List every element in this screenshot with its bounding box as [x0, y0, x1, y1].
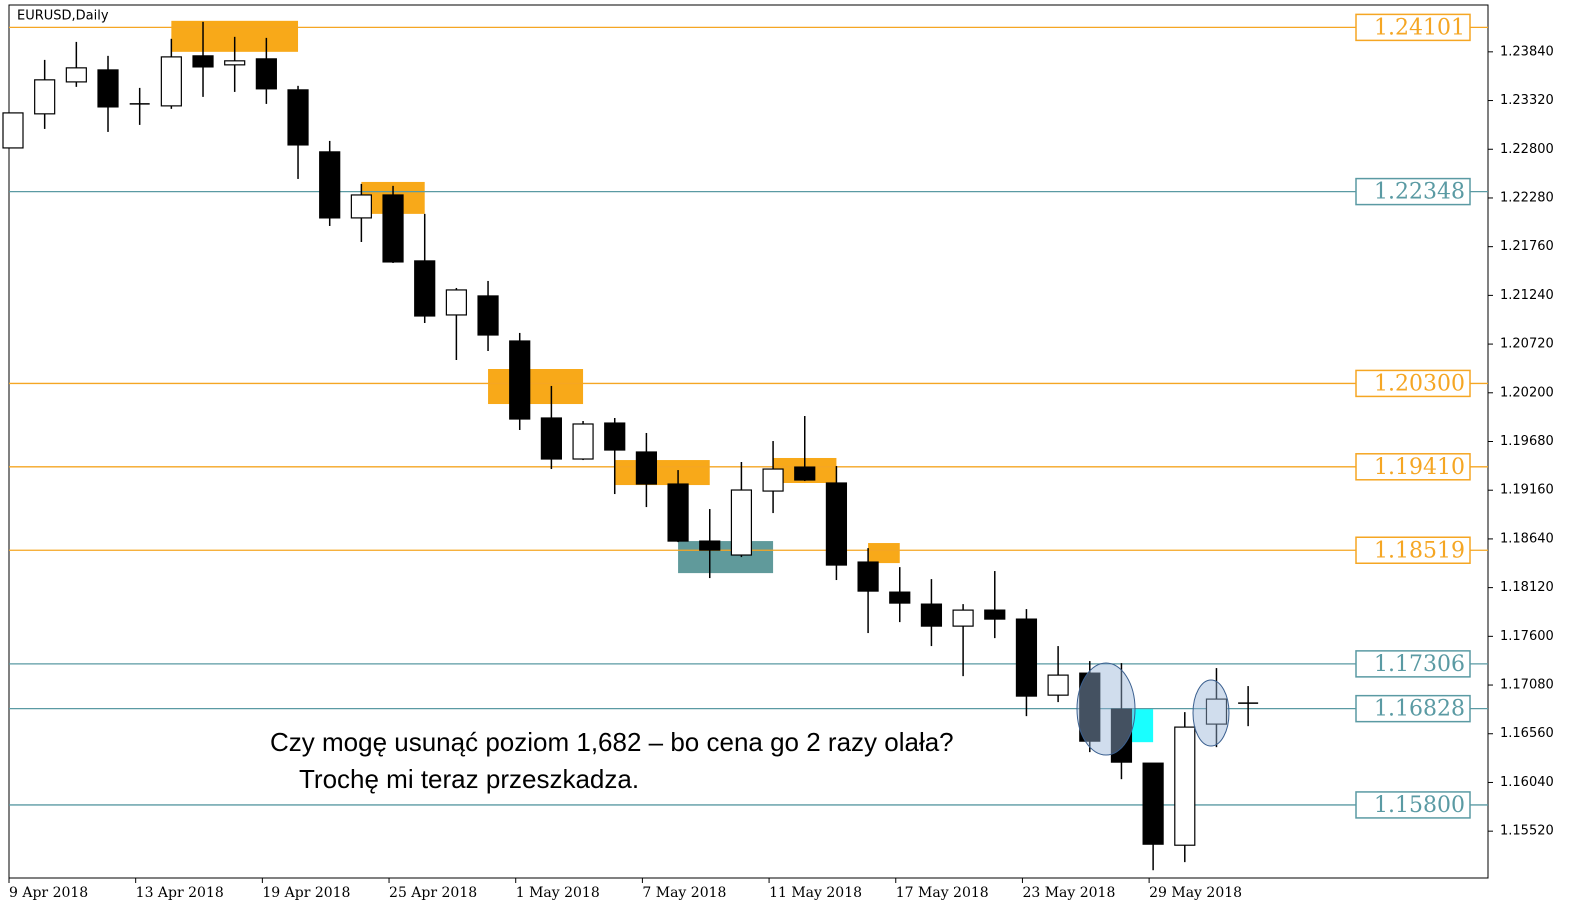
candle-body — [34, 79, 56, 115]
candle-body — [952, 609, 974, 627]
level-label-box — [1355, 453, 1471, 481]
candle-body — [920, 603, 943, 627]
x-tick-label: 19 Apr 2018 — [262, 885, 350, 901]
price-zone — [614, 460, 710, 486]
candle-body — [414, 260, 436, 317]
candle-body — [1142, 762, 1164, 845]
y-tick-label: 1.20720 — [1500, 337, 1554, 352]
y-tick-label: 1.19160 — [1500, 483, 1554, 498]
price-zone — [678, 541, 774, 574]
level-label-box — [1355, 177, 1471, 206]
candle-body — [477, 295, 499, 336]
level-label-box — [1355, 791, 1471, 819]
candle-body — [1205, 698, 1228, 725]
candle-body — [635, 451, 658, 485]
y-tick-label: 1.21240 — [1500, 288, 1554, 303]
candle-body — [382, 194, 404, 263]
y-tick-label: 1.17080 — [1500, 678, 1554, 693]
candle-body — [762, 468, 784, 492]
price-zone — [488, 368, 584, 405]
y-tick-label: 1.23320 — [1500, 93, 1554, 108]
chart-title: EURUSD,Daily — [17, 9, 109, 24]
level-label-box — [1355, 694, 1471, 723]
candle-body — [1110, 708, 1133, 763]
y-tick-label: 1.19680 — [1500, 434, 1554, 449]
level-label: 1.17306 — [1374, 652, 1465, 677]
x-tick-label: 29 May 2018 — [1149, 885, 1242, 901]
x-tick-label: 13 Apr 2018 — [136, 885, 224, 901]
y-tick-label: 1.22280 — [1500, 190, 1554, 205]
level-label-box — [1355, 369, 1471, 398]
plot-frame — [8, 4, 1489, 879]
candle-body — [160, 56, 182, 107]
candle-body — [255, 58, 277, 90]
x-tick-label: 17 May 2018 — [896, 885, 989, 901]
candle-body — [1047, 674, 1069, 696]
candle-body — [509, 340, 531, 420]
highlight-ellipse — [1076, 662, 1136, 756]
candle-body — [445, 289, 467, 316]
x-tick-label: 11 May 2018 — [769, 885, 862, 901]
level-label: 1.18519 — [1374, 538, 1465, 563]
candle-body — [794, 466, 816, 481]
y-tick-label: 1.16560 — [1500, 726, 1554, 741]
candle-body — [224, 60, 246, 66]
level-label: 1.19410 — [1374, 455, 1465, 480]
x-tick-label: 7 May 2018 — [642, 885, 726, 901]
level-label: 1.16828 — [1374, 697, 1465, 722]
annotation: Czy mogę usunąć poziom 1,682 – bo cena g… — [270, 727, 954, 757]
y-tick-label: 1.15520 — [1500, 824, 1554, 839]
y-tick-label: 1.18120 — [1500, 580, 1554, 595]
level-label-box — [1355, 650, 1471, 678]
candle-body — [889, 591, 911, 604]
annotation: Trochę mi teraz przeszkadza. — [299, 764, 639, 794]
level-label: 1.15800 — [1374, 793, 1465, 818]
x-tick-label: 23 May 2018 — [1022, 885, 1115, 901]
candle-body — [572, 423, 594, 460]
candle-body — [2, 112, 24, 149]
x-tick-label: 9 Apr 2018 — [9, 885, 88, 901]
level-label: 1.20300 — [1374, 371, 1465, 396]
candle-body — [1015, 618, 1038, 697]
candle-body — [825, 482, 848, 566]
candle-body — [97, 69, 119, 108]
price-zone — [868, 543, 900, 564]
level-label-box — [1355, 536, 1471, 565]
candle-body — [192, 55, 214, 68]
candle-body — [1174, 726, 1196, 846]
level-label: 1.22348 — [1374, 180, 1465, 205]
candle-body — [984, 609, 1006, 620]
level-label: 1.24101 — [1374, 15, 1465, 40]
y-tick-label: 1.17600 — [1500, 629, 1554, 644]
y-tick-label: 1.16040 — [1500, 775, 1554, 790]
candle-body — [699, 540, 721, 551]
candle-body — [540, 417, 562, 460]
x-tick-label: 25 Apr 2018 — [389, 885, 477, 901]
candle-body — [857, 561, 879, 592]
candle-body — [730, 489, 753, 556]
candle-body — [604, 422, 626, 451]
candle-body — [667, 483, 689, 542]
y-tick-label: 1.22800 — [1500, 142, 1554, 157]
candle-body — [350, 194, 372, 219]
y-tick-label: 1.23840 — [1500, 44, 1554, 59]
x-tick-label: 1 May 2018 — [516, 885, 600, 901]
candle-body — [1079, 672, 1101, 742]
level-label-box — [1355, 13, 1471, 42]
y-tick-label: 1.20200 — [1500, 385, 1554, 400]
candle-body — [319, 151, 341, 219]
y-tick-label: 1.18640 — [1500, 531, 1554, 546]
candle-body — [287, 89, 309, 146]
highlight-ellipse — [1192, 679, 1230, 747]
y-tick-label: 1.21760 — [1500, 239, 1554, 254]
candle-body — [65, 67, 87, 83]
